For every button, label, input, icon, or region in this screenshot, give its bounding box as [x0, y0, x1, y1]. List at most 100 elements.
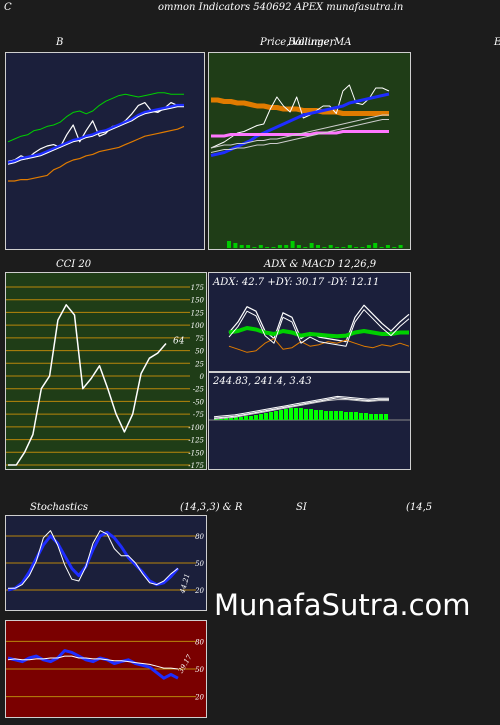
price-ma-series-line	[210, 119, 389, 153]
rsi-tick-label: 20	[194, 694, 204, 702]
macd-values-text: 244.83, 241.4, 3.43	[213, 376, 312, 387]
cci-tick-label: -175	[188, 462, 204, 469]
volume-bar	[290, 241, 295, 248]
macd-histogram-bar	[249, 416, 253, 420]
price-ma-title-a: Price,	[260, 37, 290, 48]
adx-series-line	[228, 309, 410, 347]
macd-histogram-bar	[379, 414, 383, 420]
rsi-tick-label: 80	[195, 638, 204, 646]
macd-histogram-bar	[224, 418, 228, 420]
volume-bar	[322, 247, 327, 248]
cci-title: CCI 20	[56, 259, 92, 270]
volume-bar	[309, 243, 314, 248]
macd-histogram-bar	[309, 409, 313, 420]
watermark-logo: MunafaSutra.com	[214, 588, 471, 622]
adx-series-line	[228, 304, 410, 343]
cci-chart: 175 150 125 100 75 50 25 0 -25 -50 -75 -100 -125 -150…	[6, 284, 205, 469]
macd-histogram-bar	[304, 409, 308, 420]
stochastics-title: Stochastics	[30, 502, 88, 513]
price-ma-title-b: Volume,	[292, 37, 333, 48]
volume-bar	[258, 245, 263, 248]
macd-histogram-bar	[294, 408, 298, 420]
cci-tick-label: -100	[188, 424, 204, 432]
rsi-title: SI	[296, 502, 307, 513]
macd-histogram-bar	[314, 410, 318, 420]
macd-histogram-bar	[374, 414, 378, 420]
volume-bar	[328, 245, 333, 248]
macd-histogram-bar	[359, 413, 363, 420]
macd-histogram-bar	[234, 417, 238, 420]
adx-panel	[208, 272, 411, 372]
adx-chart	[228, 304, 410, 353]
cci-tick-label: 150	[191, 297, 205, 305]
cci-tick-label: 175	[191, 284, 205, 292]
macd-histogram-bar	[264, 413, 268, 420]
volume-bar	[347, 245, 352, 248]
volume-bar	[335, 247, 340, 248]
volume-bar	[354, 247, 359, 248]
stochastics-params: (14,3,3) & R	[180, 502, 243, 513]
price-ma-title-c: MA	[334, 37, 352, 48]
volume-bar	[296, 245, 301, 248]
adx-macd-title: ADX & MACD 12,26,9	[264, 259, 377, 270]
volume-bar	[366, 245, 371, 248]
adx-series-line	[228, 326, 409, 339]
macd-series-line	[213, 397, 389, 419]
bollinger-series-line	[7, 103, 184, 165]
volume-bar	[252, 247, 257, 248]
price-ma-title-overlap: Bollinger	[288, 37, 335, 48]
cci-panel: 175 150 125 100 75 50 25 0 -25 -50 -75 -100 -125 -150…	[5, 272, 207, 470]
macd-series-line	[213, 399, 389, 420]
volume-bar	[239, 245, 244, 248]
macd-histogram-bar	[344, 412, 348, 420]
bollinger-title: B	[56, 37, 64, 48]
cci-tick-label: 0	[200, 373, 205, 381]
page-title: ommon Indicators 540692 APEX munafasutra…	[158, 2, 404, 13]
volume-bar	[385, 245, 390, 248]
macd-histogram-bar	[339, 411, 343, 420]
rsi-params: (14,5	[406, 502, 433, 513]
cci-tick-label: -125	[188, 437, 204, 445]
volume-bar	[233, 243, 238, 248]
macd-histogram-bar	[279, 410, 283, 420]
volume-bar	[265, 247, 270, 248]
macd-histogram-bar	[299, 408, 303, 420]
price-ma-series-line	[210, 92, 390, 157]
bollinger-chart	[7, 92, 185, 182]
cci-tick-label: -50	[193, 398, 205, 406]
cci-line	[8, 304, 167, 466]
macd-histogram-bar	[214, 419, 218, 420]
macd-histogram-bar	[274, 411, 278, 420]
volume-bar	[379, 247, 384, 248]
volume-bar	[284, 245, 289, 248]
macd-histogram-bar	[329, 411, 333, 420]
volume-bar	[398, 245, 403, 248]
stochastics-tick-label: 50	[195, 560, 204, 568]
macd-histogram-bar	[334, 411, 338, 420]
macd-chart	[209, 395, 410, 421]
cci-tick-label: 25	[194, 360, 204, 368]
rsi-tick-label: 50	[195, 666, 204, 674]
macd-histogram-bar	[289, 408, 293, 420]
rsi-current-value: 39.17	[177, 653, 194, 675]
cci-tick-label: -25	[193, 386, 205, 394]
adx-values-text: ADX: 42.7 +DY: 30.17 -DY: 12.11	[213, 277, 380, 288]
bollinger-series-line	[7, 106, 184, 165]
macd-histogram-bar	[354, 412, 358, 420]
bollinger-panel	[5, 52, 205, 250]
macd-panel	[208, 372, 411, 470]
macd-series-line	[213, 395, 389, 418]
macd-histogram-bar	[239, 417, 243, 420]
stochastics-panel: 80 50 20 44.21	[5, 515, 207, 611]
price-ma-series-line	[211, 130, 389, 138]
price-ma-chart	[210, 84, 403, 248]
volume-bar	[316, 245, 320, 248]
volume-bar	[277, 245, 282, 248]
rsi-line	[7, 649, 179, 680]
stochastics-current-value: 44.21	[178, 573, 191, 595]
cci-tick-label: 100	[191, 322, 205, 330]
volume-bar	[303, 247, 308, 248]
stochastics-tick-label: 20	[194, 587, 204, 595]
macd-histogram-bar	[319, 410, 323, 420]
